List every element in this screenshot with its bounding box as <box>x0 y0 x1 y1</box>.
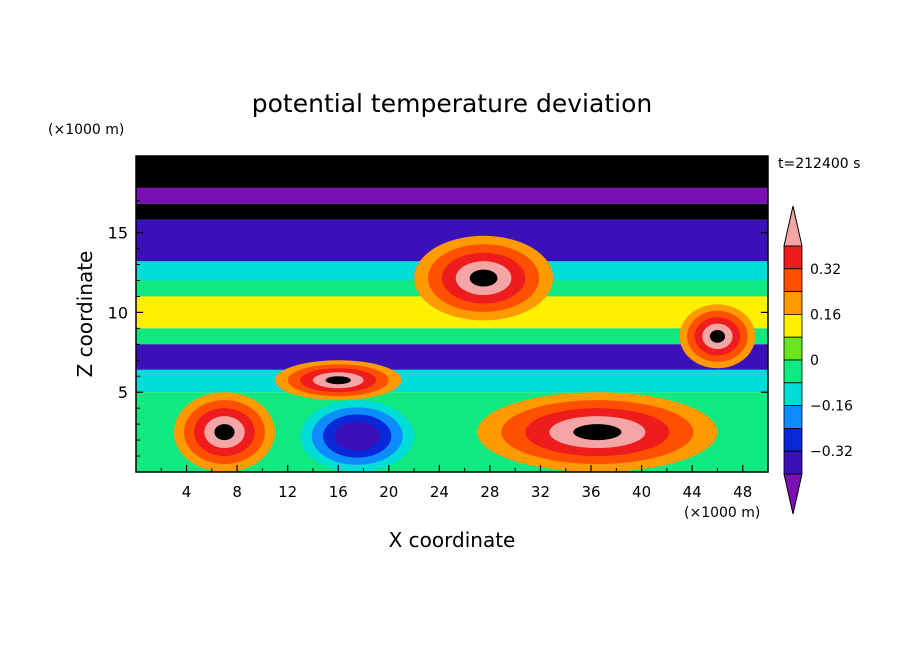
colorbar-tick-label: −0.16 <box>810 399 853 415</box>
colorbar-top-triangle <box>783 205 803 247</box>
x-axis-units: (×1000 m) <box>684 505 760 521</box>
colorbar-tick-label: −0.32 <box>810 444 853 460</box>
x-tick-label: 16 <box>329 483 348 501</box>
feature-warm-blob-4 <box>275 360 402 401</box>
x-tick-label: 36 <box>581 483 600 501</box>
y-axis-units: (×1000 m) <box>48 122 124 138</box>
time-label: t=212400 s <box>778 156 860 172</box>
colorbar-box <box>783 245 803 270</box>
y-axis: 5 10 15 <box>108 168 768 457</box>
colorbar-box <box>783 359 803 384</box>
colorbar-box <box>783 291 803 315</box>
feature-ring <box>469 269 498 287</box>
x-axis: 4 8 12 16 20 24 28 32 36 40 44 48 <box>160 156 752 501</box>
colorbar: 0.32 0.16 0 −0.16 −0.32 <box>783 205 853 515</box>
x-axis-label: X coordinate <box>389 528 516 552</box>
colorbar-tick-label: 0.32 <box>810 262 841 278</box>
y-tick-label: 10 <box>108 303 128 322</box>
colorbar-box <box>783 405 803 429</box>
feature-warm-patch-1 <box>477 392 718 472</box>
x-tick-label: 12 <box>278 483 297 501</box>
feature-ring <box>573 424 622 441</box>
feature-cold-vortex-2 <box>300 400 415 472</box>
colorbar-box <box>783 382 803 406</box>
plot-area <box>136 156 768 472</box>
x-tick-label: 4 <box>182 483 192 501</box>
colorbar-box <box>783 450 803 475</box>
x-tick-label: 24 <box>430 483 449 501</box>
x-tick-label: 40 <box>632 483 651 501</box>
plot-frame <box>135 155 769 473</box>
feature-ring <box>214 424 235 441</box>
colorbar-bottom-triangle <box>783 473 803 515</box>
colorbar-tick-label: 0.16 <box>810 307 841 323</box>
colorbar-box <box>783 336 803 361</box>
x-tick-label: 44 <box>683 483 702 501</box>
colorbar-box <box>783 268 803 292</box>
x-tick-label: 20 <box>379 483 398 501</box>
x-tick-label: 8 <box>232 483 242 501</box>
colorbar-tick-label: 0 <box>810 353 819 369</box>
field-band-8 <box>136 344 768 370</box>
field-band-1 <box>136 187 768 204</box>
feature-warm-blob-3 <box>414 235 554 321</box>
colorbar-box <box>783 313 803 338</box>
y-axis-label: Z coordinate <box>73 251 97 378</box>
y-tick-label: 15 <box>108 224 128 243</box>
feature-ring <box>345 428 369 444</box>
x-tick-label: 48 <box>733 483 752 501</box>
field-band-7 <box>136 328 768 345</box>
field-band-0 <box>136 156 768 188</box>
feature-ring <box>709 329 726 343</box>
y-tick-label: 5 <box>118 383 128 402</box>
colorbar-box <box>783 427 803 452</box>
feature-warm-patch-0 <box>173 392 276 472</box>
feature-ring <box>325 376 351 385</box>
field-features <box>173 235 756 472</box>
x-tick-label: 28 <box>480 483 499 501</box>
field-band-9 <box>136 369 768 393</box>
feature-warm-blob-5 <box>679 304 756 369</box>
chart-title: potential temperature deviation <box>252 89 652 118</box>
x-tick-label: 32 <box>531 483 550 501</box>
field-band-2 <box>136 203 768 220</box>
